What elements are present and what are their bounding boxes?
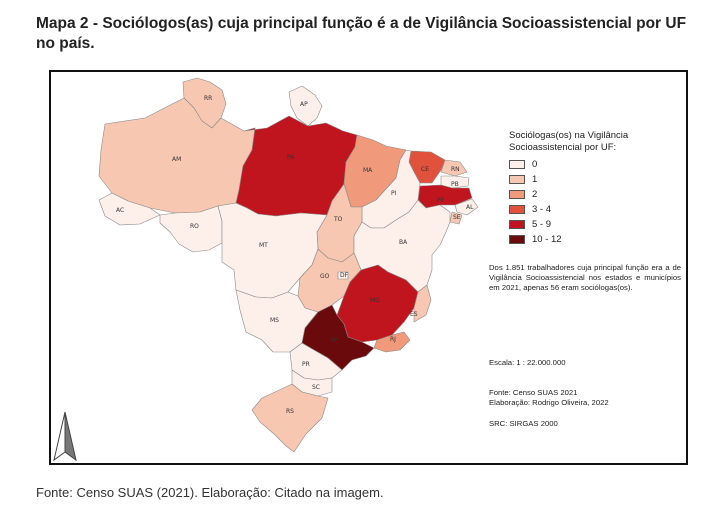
source-caption: Fonte: Censo SUAS (2021). Elaboração: Ci… [36, 485, 384, 500]
legend-label: 1 [532, 174, 538, 185]
label-RO: RO [190, 223, 199, 230]
label-CE: CE [421, 166, 429, 173]
label-AP: AP [300, 101, 308, 108]
legend-swatch [509, 235, 525, 244]
state-GO [297, 248, 362, 313]
legend-swatch [509, 220, 525, 229]
north-arrow-icon [53, 411, 77, 462]
legend-item: 5 - 9 [509, 219, 551, 230]
legend-swatch [509, 175, 525, 184]
label-PE: PE [437, 197, 445, 204]
state-RO [159, 205, 223, 253]
label-GO: GO [320, 273, 330, 280]
legend-label: 2 [532, 189, 538, 200]
label-PI: PI [391, 190, 397, 197]
map-note: Dos 1.851 trabalhadores cuja principal f… [489, 263, 681, 292]
legend-item: 10 - 12 [509, 234, 562, 245]
fonte-text: Fonte: Censo SUAS 2021 [489, 388, 578, 397]
label-DF: DF [340, 272, 349, 279]
legend-label: 5 - 9 [532, 219, 552, 230]
label-RS: RS [286, 408, 294, 415]
label-MG: MG [370, 297, 380, 304]
state-RN [440, 159, 468, 177]
legend-swatch [509, 160, 525, 169]
legend-label: 0 [532, 159, 538, 170]
legend-swatch [509, 190, 525, 199]
state-RJ [373, 331, 411, 353]
map-title: Mapa 2 - Sociólogos(as) cuja principal f… [36, 15, 687, 52]
legend-label: 3 - 4 [532, 204, 552, 215]
label-AM: AM [172, 156, 181, 163]
legend-item: 2 [509, 189, 537, 200]
label-BA: BA [399, 239, 408, 246]
state-SE [449, 211, 463, 225]
label-MA: MA [363, 167, 373, 174]
label-PR: PR [302, 361, 310, 368]
src-text: SRC: SIRGAS 2000 [489, 419, 558, 428]
legend-item: 3 - 4 [509, 204, 551, 215]
state-AL [454, 198, 479, 216]
label-TO: TO [333, 216, 343, 223]
label-PA: PA [287, 154, 295, 161]
label-SP: SP [330, 337, 338, 344]
label-SC: SC [312, 384, 320, 391]
label-RJ: RJ [390, 336, 396, 343]
state-DF [337, 271, 349, 280]
state-RS [251, 383, 329, 453]
label-SE: SE [453, 214, 461, 221]
elaboracao-text: Elaboração: Rodrigo Oliveira, 2022 [489, 398, 609, 407]
legend-title: Sociólogas(os) na Vigilância Socioassist… [509, 130, 629, 153]
scale-text: Escala: 1 : 22.000.000 [489, 358, 566, 367]
label-MS: MS [270, 317, 279, 324]
label-MT: MT [259, 242, 268, 249]
label-PB: PB [451, 181, 459, 188]
label-AC: AC [116, 207, 124, 214]
legend-item: 0 [509, 159, 537, 170]
label-RN: RN [451, 166, 460, 173]
label-AL: AL [466, 204, 474, 211]
legend-label: 10 - 12 [532, 234, 562, 245]
legend-swatch [509, 205, 525, 214]
state-ES [413, 284, 432, 323]
state-AP [288, 85, 323, 127]
legend-item: 1 [509, 174, 537, 185]
label-ES: ES [410, 311, 418, 318]
label-RR: RR [204, 95, 212, 102]
